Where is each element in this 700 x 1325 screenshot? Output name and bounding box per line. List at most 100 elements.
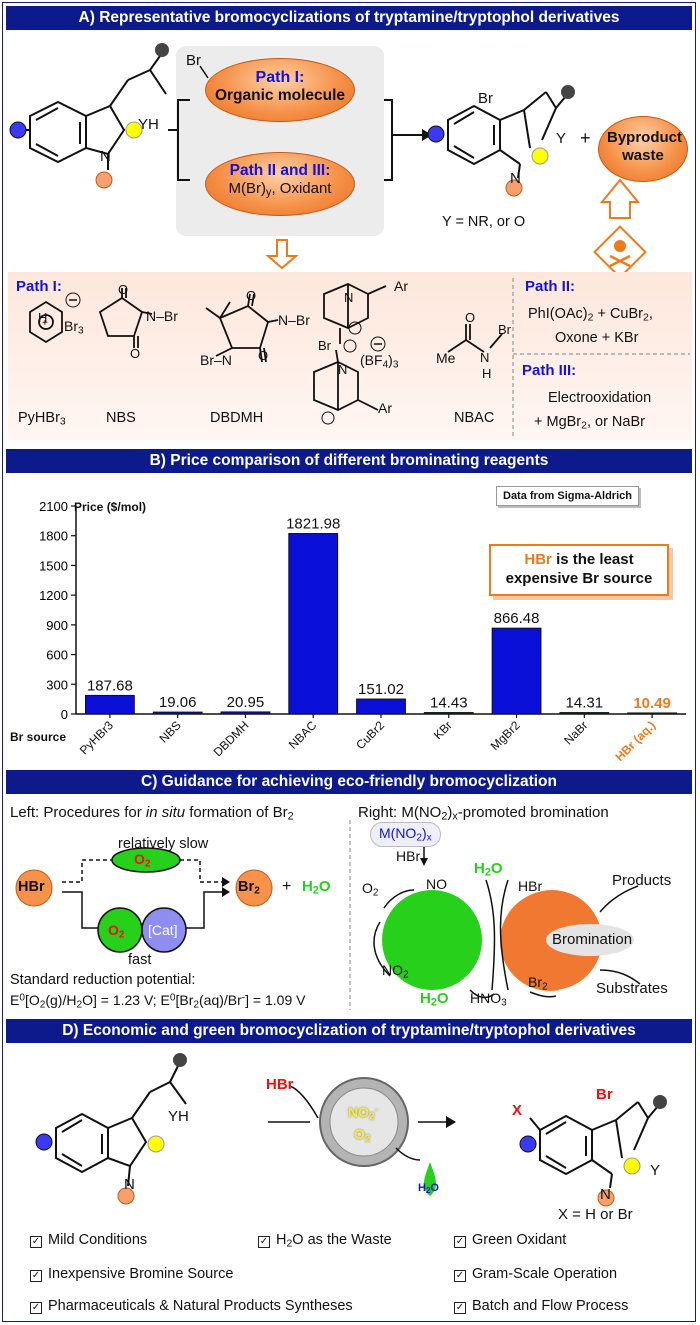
hbr-in: HBr <box>396 848 421 864</box>
reagents-path1-title: Path I: <box>16 278 62 295</box>
feature-gram-scale: ✓ Gram-Scale Operation <box>454 1266 618 1282</box>
product-n-label: N <box>510 170 521 187</box>
d-no2minus: NO2- <box>348 1104 378 1123</box>
feature-batch-flow: ✓ Batch and Flow Process <box>454 1298 629 1314</box>
y-tick-label: 1200 <box>39 588 68 603</box>
x-tick-label-6: MgBr2 <box>488 718 523 753</box>
feature-pharma: ✓ Pharmaceuticals & Natural Products Synt… <box>30 1298 353 1314</box>
hbr-left: HBr <box>18 879 45 895</box>
source-note: Data from Sigma-Aldrich <box>496 486 639 506</box>
indole-structure <box>26 55 167 164</box>
section-d-header: D) Economic and green bromocyclization o… <box>6 1019 692 1043</box>
check-icon: ✓ <box>454 1236 466 1248</box>
sm-n-label: N <box>100 148 111 165</box>
value-label-0: 187.68 <box>87 677 133 694</box>
d-h2o: H2O <box>418 1182 439 1195</box>
section-a-header: A) Representative bromocyclizations of t… <box>6 6 692 30</box>
section-c-header: C) Guidance for achieving eco-friendly b… <box>6 770 692 794</box>
left-title: Left: Procedures for in situ formation o… <box>10 804 294 823</box>
reagents-panel <box>8 272 692 440</box>
cheapest-note: HBr is the least expensive Br source <box>489 544 669 596</box>
reagent-label-dbdmh: DBDMH <box>210 410 264 426</box>
x-tick-label-1: NBS <box>156 718 183 745</box>
check-icon: ✓ <box>454 1302 466 1314</box>
bromination-label: Bromination <box>552 931 633 948</box>
bar-4 <box>356 698 406 715</box>
path2-line1: PhI(OAc)2 + CuBr2, <box>528 306 653 324</box>
o2-in: O2 <box>362 880 379 899</box>
feature-green-oxidant: ✓ Green Oxidant <box>454 1232 567 1248</box>
x-tick-label-7: NaBr <box>561 718 590 747</box>
h2o-top: H2O <box>474 860 503 879</box>
y-tick-label: 2100 <box>39 499 68 514</box>
cat-label: [Cat] <box>148 922 178 938</box>
d-x-label: X <box>512 1102 523 1119</box>
value-label-6: 866.48 <box>494 610 540 627</box>
byproduct-text: Byproduct waste <box>607 129 682 164</box>
h2o-bot: H2O <box>420 990 449 1009</box>
bar-0 <box>84 694 135 715</box>
x-axis-title: Br source <box>10 730 67 744</box>
d-o2: O2 <box>354 1126 371 1145</box>
feature-mild: ✓ Mild Conditions <box>30 1232 148 1248</box>
no2-label: NO2 <box>382 962 409 981</box>
path3-title: Path III: <box>522 362 577 379</box>
path23-pill-sub: M(Br)y, Oxidant <box>228 180 332 199</box>
x-tick-label-5: KBr <box>431 718 455 742</box>
price-bar-chart: 0 300 600 900 1200 1500 1800 2100 187.68 PyHBr3 19… <box>39 499 686 764</box>
y-axis-title: Price ($/mol) <box>74 500 147 514</box>
std-title: Standard reduction potential: <box>10 972 196 988</box>
bar-5 <box>423 712 474 715</box>
scheme-d-graphics <box>35 1053 667 1207</box>
substrates-label: Substrates <box>596 980 668 997</box>
no-label: NO <box>426 876 447 892</box>
products-label: Products <box>612 872 672 889</box>
fast-label: fast <box>128 952 152 968</box>
plus-left: + <box>282 878 292 895</box>
d-product-n-label: N <box>600 1186 611 1203</box>
y-tick-label: 1500 <box>39 558 68 573</box>
product-y-label: Y <box>556 130 567 147</box>
hno3-label: HNO3 <box>470 990 507 1009</box>
y-tick-label: 900 <box>46 618 68 633</box>
value-label-7: 14.31 <box>566 695 604 712</box>
hbr-right: HBr <box>518 878 543 894</box>
x-tick-label-8: HBr (aq.) <box>613 718 659 764</box>
o2-fast: O2 <box>108 922 125 941</box>
br2-left: Br2 <box>238 879 260 897</box>
feature-h2o: ✓ H2O as the Waste <box>258 1232 392 1250</box>
d-yh-label: YH <box>168 1108 189 1125</box>
reagent-label-pyhbr3: PyHBr3 <box>18 410 66 428</box>
x-tick-label-0: PyHBr3 <box>77 718 116 757</box>
bar-1 <box>152 711 203 715</box>
feature-inexpensive: ✓ Inexpensive Bromine Source <box>30 1266 234 1282</box>
value-label-2: 20.95 <box>227 694 265 711</box>
value-label-1: 19.06 <box>159 694 197 711</box>
br-label-top: Br <box>186 52 201 69</box>
x-tick-label-4: CuBr2 <box>353 718 387 752</box>
d-n-label: N <box>124 1176 135 1193</box>
d-y-label: Y <box>650 1162 661 1179</box>
value-label-3: 1821.98 <box>286 516 340 533</box>
path2-title: Path II: <box>525 278 576 295</box>
path23-pill: Path II and III: M(Br)y, Oxidant <box>205 152 355 216</box>
x-tick-label-3: NBAC <box>286 718 320 752</box>
br2-right: Br2 <box>528 974 548 993</box>
path1-pill-sub: Organic molecule <box>214 87 346 104</box>
cheapest-note-1: is the least <box>551 551 634 568</box>
y-note: Y = NR, or O <box>442 214 526 230</box>
bar-8 <box>627 712 678 715</box>
d-br-label: Br <box>596 1086 613 1103</box>
y-tick-label: 0 <box>61 707 68 722</box>
o2-slow: O2 <box>134 851 151 870</box>
d-hbr: HBr <box>266 1076 294 1093</box>
check-icon: ✓ <box>30 1302 42 1314</box>
check-icon: ✓ <box>30 1236 42 1248</box>
path3-line1: Electrooxidation <box>548 390 652 406</box>
h2o-left: H2O <box>302 878 331 897</box>
slow-label: relatively slow <box>118 836 209 852</box>
reagent-label-nbac: NBAC <box>454 410 495 426</box>
product-structure <box>447 91 567 179</box>
cheapest-note-2: expensive Br source <box>505 570 653 587</box>
